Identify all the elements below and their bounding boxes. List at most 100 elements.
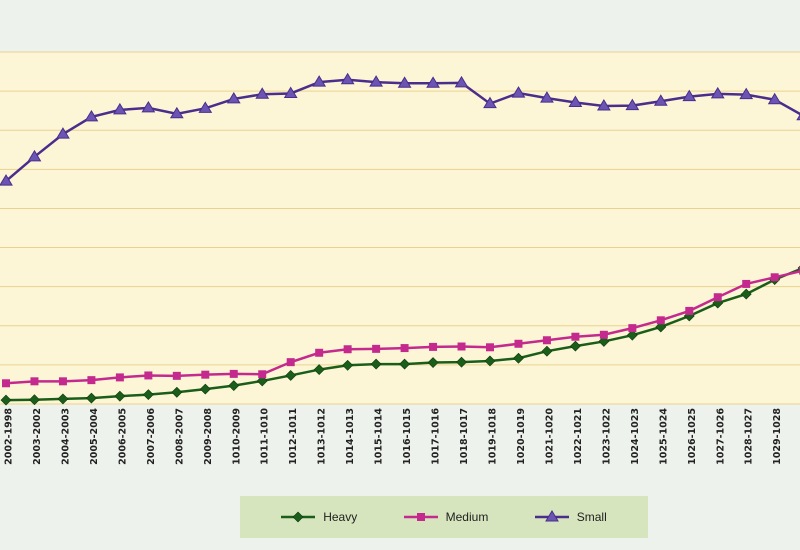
- x-tick-label: 2006-2005: [117, 408, 128, 465]
- x-tick-label: 1019-1018: [487, 408, 498, 465]
- data-point-small: [84, 109, 99, 122]
- data-point-medium: [58, 377, 67, 386]
- data-point-small: [112, 102, 127, 115]
- series-medium: [2, 266, 800, 388]
- data-point-heavy: [626, 329, 638, 341]
- data-point-small: [710, 86, 725, 99]
- x-tick-label: 1027-1026: [715, 408, 726, 465]
- data-point-small: [141, 100, 156, 113]
- data-point-medium: [2, 379, 10, 388]
- x-tick-label: 2007-2006: [146, 408, 157, 465]
- data-point-heavy: [0, 394, 12, 406]
- data-point-heavy: [456, 356, 467, 368]
- x-tick-label: 2003-2002: [32, 408, 43, 465]
- x-tick-label: 1018-1017: [459, 408, 470, 465]
- data-point-medium: [685, 306, 694, 315]
- x-tick-label: 2008-2007: [174, 408, 185, 465]
- data-point-heavy: [513, 352, 524, 364]
- data-point-small: [625, 98, 640, 111]
- data-point-medium: [115, 373, 124, 382]
- data-point-medium: [286, 358, 295, 367]
- data-point-small: [27, 149, 42, 162]
- data-point-medium: [656, 316, 665, 325]
- data-point-heavy: [256, 375, 268, 387]
- data-point-small: [198, 101, 213, 113]
- data-point-small: [568, 95, 583, 107]
- x-tick-label: 1020-1019: [516, 408, 527, 465]
- legend-label: Small: [576, 510, 607, 524]
- data-point-medium: [742, 279, 751, 288]
- data-point-heavy: [85, 392, 97, 404]
- data-point-small: [653, 94, 668, 106]
- x-tick-label: 2004-2003: [60, 408, 71, 465]
- data-point-small: [426, 76, 440, 88]
- data-point-small: [169, 106, 184, 119]
- data-point-heavy: [171, 386, 183, 398]
- data-point-heavy: [199, 383, 211, 395]
- data-point-medium: [144, 371, 153, 380]
- data-point-small: [796, 114, 800, 121]
- x-tick-label: 1028-1027: [744, 408, 755, 465]
- data-point-medium: [599, 330, 608, 339]
- data-point-medium: [87, 376, 96, 385]
- x-tick-label: 1016-1015: [402, 408, 413, 465]
- data-point-heavy: [740, 288, 752, 300]
- data-point-medium: [514, 339, 523, 348]
- data-point-small: [0, 174, 13, 186]
- data-point-heavy: [342, 359, 354, 371]
- data-point-small: [540, 91, 554, 103]
- legend-item-small: Small: [534, 510, 607, 524]
- data-point-heavy: [29, 394, 40, 406]
- data-point-small: [56, 127, 70, 139]
- legend-item-medium: Medium: [403, 510, 489, 524]
- data-point-medium: [315, 348, 324, 357]
- data-point-medium: [713, 293, 722, 302]
- data-point-heavy: [399, 358, 411, 370]
- legend-swatch-medium: [403, 513, 438, 521]
- x-tick-label: 1015-1014: [374, 408, 385, 465]
- x-axis-ticks: 2002-1998 2003-2002 2004-2003 2005-2004 2006…: [4, 408, 784, 465]
- legend-label: Heavy: [323, 510, 358, 524]
- legend: Heavy Medium Small: [240, 496, 648, 538]
- x-tick-label: 1012-1011: [288, 408, 299, 465]
- data-point-heavy: [285, 370, 297, 381]
- x-tick-label: 2009-2008: [203, 408, 214, 465]
- legend-swatch-heavy: [281, 511, 316, 523]
- series-small: [0, 72, 800, 186]
- data-point-small: [511, 86, 526, 98]
- x-tick-label: 2002-1998: [4, 408, 15, 465]
- data-point-medium: [457, 342, 466, 351]
- data-point-heavy: [228, 380, 240, 392]
- data-point-heavy: [57, 393, 69, 405]
- data-point-small: [454, 75, 469, 88]
- series-heavy: [0, 265, 800, 406]
- data-point-heavy: [114, 390, 126, 402]
- x-tick-label: 1021-1020: [544, 408, 555, 465]
- data-point-medium: [400, 344, 409, 353]
- data-point-small: [682, 89, 697, 102]
- data-point-medium: [30, 377, 39, 386]
- data-point-heavy: [142, 389, 154, 401]
- data-point-medium: [628, 324, 637, 333]
- data-point-small: [369, 75, 383, 87]
- data-point-medium: [485, 343, 494, 352]
- plot-area: [0, 52, 800, 404]
- legend-label: Medium: [445, 510, 489, 524]
- data-point-medium: [343, 345, 352, 354]
- data-point-medium: [258, 370, 267, 379]
- data-point-small: [483, 96, 497, 109]
- data-point-small: [739, 87, 754, 100]
- x-tick-label: 1011-1010: [260, 408, 271, 465]
- data-point-medium: [542, 336, 551, 345]
- data-point-heavy: [484, 355, 496, 367]
- data-point-small: [312, 75, 327, 87]
- x-tick-label: 1023-1022: [601, 408, 612, 465]
- x-tick-label: 1026-1025: [687, 408, 698, 465]
- x-tick-label: 1022-1021: [573, 408, 584, 465]
- legend-item-heavy: Heavy: [281, 510, 357, 524]
- data-point-heavy: [569, 340, 581, 352]
- data-point-small: [283, 86, 298, 98]
- data-point-medium: [429, 342, 438, 351]
- series-layer: [0, 72, 800, 406]
